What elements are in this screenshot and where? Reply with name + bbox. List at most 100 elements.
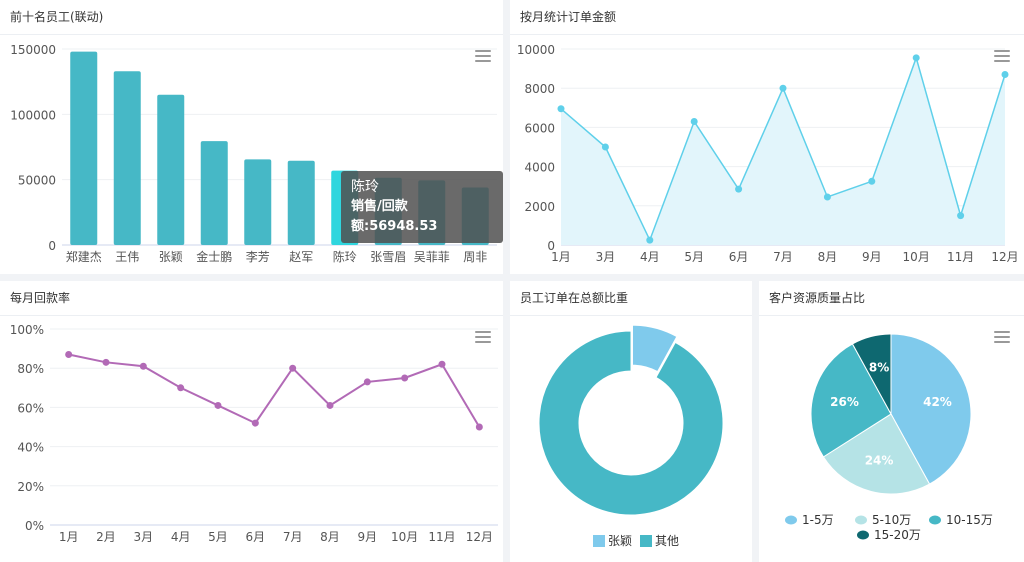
legend-item[interactable]: 张颖 [593, 532, 632, 549]
y-tick-label: 2000 [524, 200, 555, 214]
employee-share-title: 员工订单在总额比重 [520, 291, 629, 305]
legend-label: 张颖 [608, 534, 633, 548]
monthly-orders-title: 按月统计订单金额 [520, 10, 617, 24]
pie-slice [631, 324, 678, 373]
top10-chart: 0 50000 100000 150000 郑建杰 王伟 张颖 金士鹏 李芳 赵军 陈玲 张雪眉 吴菲菲… [10, 43, 497, 264]
data-label: 8% [869, 361, 889, 375]
pie-slice [810, 343, 892, 458]
customer-quality-chart: 42% 24% 26% 8% 1-5万 5-10万 10-15万 15-20万 [785, 333, 993, 542]
top10-title: 前十名员工(联动) [10, 10, 104, 24]
x-tick-label: 6月 [246, 530, 266, 544]
x-tick-label: 5月 [208, 530, 228, 544]
y-tick-label: 20% [17, 480, 44, 494]
data-label: 26% [830, 395, 859, 409]
legend-item[interactable]: 其他 [640, 532, 679, 549]
legend-marker [929, 515, 941, 525]
data-label: 42% [923, 395, 952, 409]
x-tick-label: 11月 [947, 250, 974, 264]
area-fill [561, 57, 1005, 245]
x-tick-label: 张颖 [159, 250, 183, 264]
x-tick-label: 吴菲菲 [414, 250, 450, 264]
divider [0, 34, 503, 35]
y-tick-label: 0% [25, 519, 44, 533]
legend-marker [855, 515, 867, 525]
y-tick-label: 10000 [517, 43, 555, 57]
customer-quality-panel: 客户资源质量占比 42% 24% 26% 8% 1-5万 5-10万 10-15万 15-20… [759, 281, 1024, 562]
divider [0, 315, 503, 316]
data-point [475, 423, 483, 431]
menu-icon[interactable] [475, 50, 491, 62]
x-tick-label: 张雪眉 [370, 250, 406, 264]
x-tick-label: 王伟 [115, 250, 139, 264]
monthly-orders-chart: 0 2000 4000 6000 8000 10000 1月 3月 4月 5月 6月 7月 8月 9月 10… [517, 43, 1019, 264]
payback-title: 每月回款率 [10, 291, 71, 305]
x-tick-label: 1月 [551, 250, 571, 264]
menu-icon[interactable] [994, 331, 1010, 343]
bar [113, 71, 141, 245]
employee-share-chart [538, 324, 724, 516]
x-tick-label: 4月 [171, 530, 191, 544]
data-point [779, 84, 787, 92]
bar [244, 159, 272, 245]
y-tick-label: 0 [48, 239, 56, 253]
y-tick-label: 150000 [10, 43, 56, 57]
x-tick-label: 9月 [358, 530, 378, 544]
legend-label: 5-10万 [872, 513, 911, 527]
data-point [690, 118, 698, 126]
y-tick-label: 4000 [524, 161, 555, 175]
tooltip-name: 陈玲 [351, 179, 379, 195]
y-tick-label: 40% [17, 441, 44, 455]
bar [157, 94, 185, 245]
x-tick-label: 李芳 [246, 249, 270, 264]
data-point [65, 350, 73, 358]
menu-icon[interactable] [475, 331, 491, 343]
x-tick-label: 9月 [862, 250, 882, 264]
x-tick-label: 12月 [991, 250, 1018, 264]
bar [287, 160, 315, 245]
legend-swatch [593, 534, 605, 547]
pie-slice [851, 333, 892, 415]
employee-share-legend: 张颖 其他 [593, 532, 687, 549]
menu-icon[interactable] [994, 50, 1010, 62]
series-line [68, 353, 481, 428]
data-point [102, 358, 110, 366]
x-tick-label: 2月 [96, 530, 116, 544]
bar [200, 141, 228, 245]
employee-share-panel: 员工订单在总额比重 张颖 其他 [510, 281, 752, 562]
data-point [912, 54, 920, 62]
divider [759, 315, 1024, 316]
x-tick-label: 3月 [134, 530, 154, 544]
tooltip-value: 销售/回款额:56948.53 [351, 199, 438, 234]
y-tick-label: 50000 [18, 174, 56, 188]
y-tick-label: 100% [10, 323, 44, 337]
data-point [1001, 70, 1009, 78]
x-tick-label: 11月 [428, 530, 455, 544]
data-point [363, 378, 371, 386]
x-tick-label: 金士鹏 [196, 249, 232, 264]
top10-panel: 前十名员工(联动) 0 50000 100000 150000 郑建杰 王伟 张颖 金士鹏 李芳… [0, 0, 503, 274]
x-tick-label: 周非 [463, 250, 487, 264]
data-point [289, 364, 297, 372]
data-point [326, 401, 334, 409]
legend-swatch [640, 534, 653, 547]
bar [70, 51, 98, 245]
x-tick-label: 1月 [59, 530, 79, 544]
data-point [957, 212, 965, 220]
x-tick-label: 5月 [684, 250, 704, 264]
data-point [177, 384, 185, 392]
legend-label: 其他 [655, 534, 680, 548]
customer-quality-title: 客户资源质量占比 [769, 291, 866, 305]
data-point [868, 177, 876, 185]
x-tick-label: 7月 [773, 250, 793, 264]
data-point [251, 419, 259, 427]
y-tick-label: 0 [547, 239, 555, 253]
divider [510, 315, 752, 316]
x-tick-label: 8月 [320, 530, 340, 544]
x-tick-label: 10月 [391, 530, 418, 544]
y-tick-label: 100000 [10, 108, 56, 122]
data-point [139, 362, 147, 370]
x-tick-label: 赵军 [289, 250, 313, 264]
data-point [601, 143, 609, 151]
legend-label: 10-15万 [946, 513, 993, 527]
data-label: 24% [865, 453, 894, 467]
